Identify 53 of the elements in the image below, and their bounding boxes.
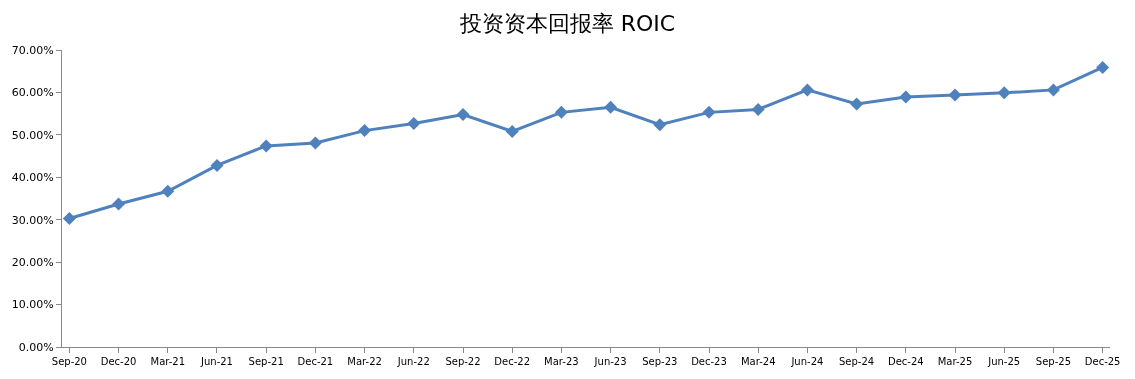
x-tick-label: Sep-22 [445,356,481,367]
y-tick-label: 0.00% [18,340,54,354]
x-tick-label: Jun-23 [593,356,627,367]
point [259,139,273,153]
y-tick-label: 10.00% [11,298,54,312]
point [899,90,913,104]
x-tick-label: Dec-25 [1084,356,1121,367]
point [653,118,667,132]
x-tick-label: Dec-20 [100,356,137,367]
point [702,105,716,119]
x-tick-label: Dec-22 [494,356,531,367]
y-tick-label: 60.00% [11,86,54,100]
point [997,86,1011,100]
x-tick-label: Jun-22 [396,356,430,367]
y-tick-label: 30.00% [11,213,54,227]
point [112,197,126,211]
x-tick-label: Mar-25 [937,356,973,367]
x-tick-label: Sep-25 [1035,356,1072,367]
y-tick-label: 50.00% [11,128,54,142]
x-tick-label: Jun-24 [790,356,824,367]
point [850,97,864,111]
point [604,100,618,114]
x-tick-label: Dec-21 [297,356,334,367]
x-tick-label: Sep-23 [642,356,678,367]
point [308,136,322,150]
point [948,88,962,102]
x-tick-label: Mar-22 [347,356,382,367]
point [62,211,76,225]
point [554,105,568,119]
point [505,124,519,138]
x-tick-label: Sep-24 [839,356,875,367]
point [358,124,372,138]
point [210,158,224,172]
point [1096,60,1110,74]
point [407,116,421,130]
point [456,107,470,121]
x-tick-label: Sep-21 [248,356,284,367]
point [1046,83,1060,97]
x-tick-label: Mar-24 [740,356,776,367]
x-tick-label: Jun-25 [987,356,1021,367]
y-tick-label: 70.00% [11,43,54,57]
x-tick-label: Sep-20 [51,356,87,367]
x-tick-label: Mar-23 [544,356,579,367]
point [161,184,175,198]
point [751,102,765,116]
x-tick-label: Dec-23 [691,356,727,367]
x-tick-label: Mar-21 [150,356,186,367]
point [800,83,814,97]
chart-title: 投资资本回报率 ROIC [458,10,676,36]
x-tick-label: Jun-21 [200,356,233,367]
y-tick-label: 40.00% [11,171,54,185]
y-tick-label: 20.00% [11,255,54,269]
x-tick-label: Dec-24 [887,356,924,367]
